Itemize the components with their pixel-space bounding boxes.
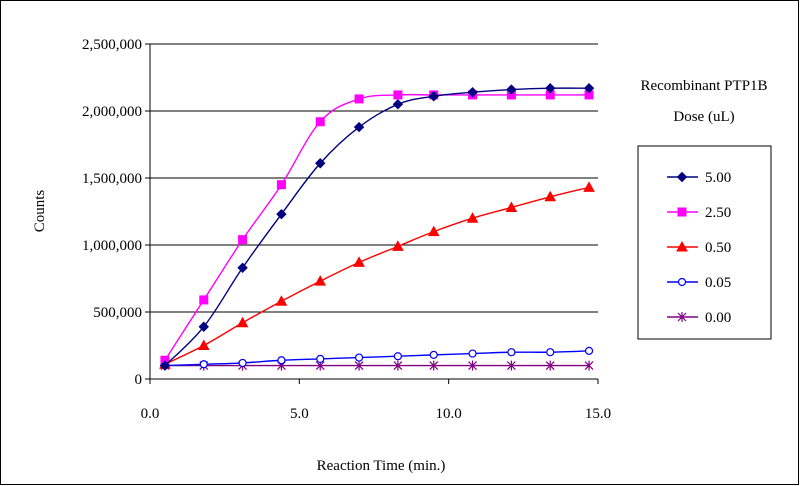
series-0-50 [159,181,595,369]
data-point [199,360,208,369]
data-point [354,360,364,371]
data-point [354,94,364,104]
data-point [392,99,404,110]
data-point [275,295,288,306]
data-point [198,321,209,332]
legend-swatch-marker [677,312,687,322]
legend-swatch-marker [677,277,687,287]
data-point [276,180,286,190]
y-tick-label: 1,500,000 [82,171,142,187]
data-point [197,339,210,350]
data-point [236,316,249,328]
series-line [164,87,590,367]
data-point [276,208,287,220]
x-tick-label: 5.0 [290,406,309,422]
data-point [505,201,518,212]
data-point [507,348,516,357]
data-point [546,348,555,357]
data-point [506,360,516,371]
y-tick-label: 1,000,000 [82,238,142,254]
data-point [584,360,594,371]
x-tick-label: 0.0 [141,406,160,422]
gridlines [150,43,598,313]
data-point [429,360,439,371]
y-axis-title: Counts [32,190,48,233]
data-point [468,360,477,371]
data-point [393,90,403,100]
legend-swatch-marker [676,171,688,183]
legend-item-0-50: 0.50 [667,240,731,256]
data-point [238,235,248,245]
legend-label: 0.00 [705,310,731,326]
x-axis-title: Reaction Time (min.) [317,458,446,474]
data-point [159,360,171,371]
y-tick-label: 0 [135,372,143,388]
data-point [238,358,247,368]
series-line [164,350,590,367]
y-tick-label: 500,000 [93,305,142,321]
legend-label: 2.50 [705,205,731,221]
axes: 0 500,000 1,000,000 1,500,000 2,000,000 2,500… [82,37,611,422]
series-2-50 [160,90,594,365]
legend-box [637,145,772,340]
data-point [584,346,594,355]
legend-item-0-05: 0.05 [667,275,731,291]
data-point [428,91,439,102]
data-point [353,256,365,267]
legend-title-line-2: Dose (uL) [673,109,734,125]
data-point [545,83,556,94]
data-point [466,212,479,223]
y-tick-label: 2,000,000 [82,104,142,120]
series-line [164,186,590,365]
data-point [314,275,327,286]
legend: 5.00 2.50 0.50 0.05 0.00 [637,145,772,340]
legend-label: 5.00 [705,170,731,186]
data-point [583,181,595,192]
data-point [427,225,440,237]
data-point [277,356,286,365]
series-layer [159,83,595,371]
series-5-00 [159,83,595,371]
series-0-00 [160,360,594,371]
legend-title-line-1: Recombinant PTP1B [640,78,767,94]
legend-label: 0.05 [705,275,731,291]
data-point [429,350,438,359]
legend-swatch-marker [676,240,688,252]
data-point [315,158,326,169]
legend-item-5-00: 5.00 [667,170,731,186]
legend-swatch-marker [677,207,687,217]
data-point [545,360,555,371]
data-point [392,240,404,251]
data-point [237,262,248,273]
data-point [199,295,209,305]
data-point [544,190,557,202]
data-point [393,360,403,371]
data-point [353,121,365,133]
series-0-05 [160,346,594,370]
x-tick-label: 10.0 [436,406,462,422]
data-point [467,87,478,98]
data-point [315,117,325,127]
legend-label: 0.50 [705,240,731,256]
data-point [316,354,325,363]
legend-item-2-50: 2.50 [667,205,731,221]
series-line [164,93,590,361]
legend-item-0-00: 0.00 [667,310,731,326]
y-tick-label: 2,500,000 [82,37,142,53]
x-tick-label: 15.0 [585,406,611,422]
data-point [583,83,595,94]
data-point [354,353,364,362]
data-point [506,84,517,95]
data-point [468,349,477,358]
data-point [393,352,402,361]
